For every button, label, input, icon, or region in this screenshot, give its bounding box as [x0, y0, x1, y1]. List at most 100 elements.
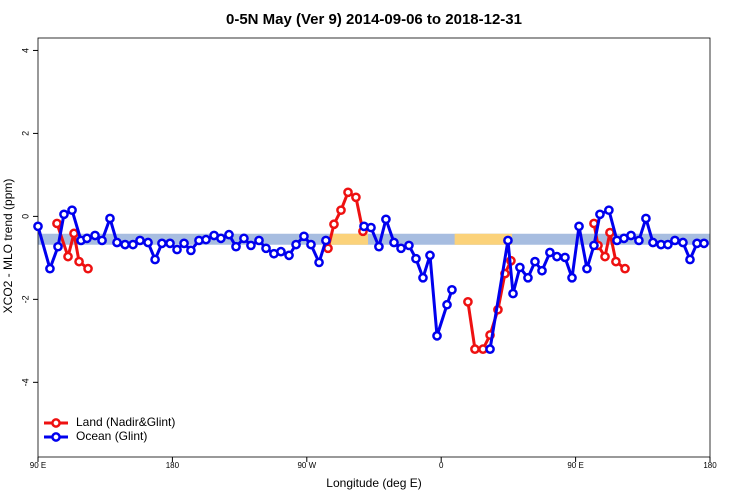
data-point	[552, 251, 562, 262]
data-point	[63, 251, 73, 262]
data-point	[620, 263, 630, 274]
data-point	[299, 231, 309, 242]
legend-marker	[51, 432, 61, 442]
x-axis-title: Longitude (deg E)	[326, 476, 421, 490]
data-point	[485, 344, 495, 354]
data-point	[530, 256, 540, 267]
data-point	[463, 296, 473, 307]
y-tick-label: -4	[20, 378, 30, 386]
data-point	[626, 230, 636, 241]
data-point	[224, 229, 234, 240]
data-point	[670, 235, 680, 246]
data-point	[389, 237, 399, 248]
data-point	[201, 234, 211, 245]
data-point	[442, 299, 452, 310]
data-point	[321, 235, 331, 246]
data-point	[685, 254, 695, 265]
data-point	[291, 239, 301, 250]
data-point	[83, 263, 93, 274]
data-point	[90, 230, 100, 241]
legend-label: Ocean (Glint)	[76, 429, 147, 443]
data-point	[53, 241, 63, 252]
y-tick-label: -2	[20, 295, 30, 303]
data-point	[447, 284, 457, 295]
x-tick-label: 180	[703, 461, 717, 470]
data-point	[135, 235, 145, 246]
data-point	[425, 250, 435, 261]
data-point	[172, 244, 182, 255]
data-point	[261, 243, 271, 254]
data-point	[381, 214, 391, 225]
data-point	[582, 263, 592, 274]
data-point	[336, 205, 346, 216]
data-point	[604, 205, 614, 216]
data-point	[523, 272, 533, 283]
data-point	[231, 241, 241, 252]
data-point	[69, 228, 79, 239]
y-tick-label: 2	[20, 131, 30, 136]
data-point	[329, 219, 339, 230]
x-tick-label: 90 E	[567, 461, 583, 470]
data-point	[157, 238, 167, 249]
data-point	[128, 239, 138, 250]
data-point	[470, 344, 480, 354]
data-point	[276, 246, 286, 257]
data-point	[179, 238, 189, 249]
data-point	[411, 253, 421, 264]
data-point	[254, 235, 264, 246]
data-point	[239, 233, 249, 244]
data-point	[560, 252, 570, 263]
data-point	[314, 257, 324, 268]
x-tick-label: 90 E	[30, 461, 46, 470]
data-point	[404, 240, 414, 251]
x-tick-label: 180	[166, 461, 180, 470]
data-point	[699, 238, 709, 249]
data-point	[351, 192, 361, 203]
data-point	[45, 263, 55, 274]
data-point	[537, 265, 547, 276]
data-point	[165, 238, 175, 249]
legend-label: Land (Nadir&Glint)	[76, 415, 175, 429]
data-point	[600, 251, 610, 262]
data-point	[112, 237, 122, 248]
y-tick-label: 0	[20, 214, 30, 219]
data-point	[508, 288, 518, 299]
data-point	[74, 256, 84, 267]
data-point	[97, 235, 107, 246]
data-point	[59, 209, 69, 220]
data-point	[545, 247, 555, 258]
data-point	[343, 187, 353, 198]
data-point	[595, 209, 605, 220]
chart-title: 0-5N May (Ver 9) 2014-09-06 to 2018-12-3…	[226, 11, 522, 28]
data-point	[611, 256, 621, 267]
data-point	[105, 213, 115, 224]
data-point	[515, 262, 525, 273]
data-point	[143, 237, 153, 248]
data-point	[306, 239, 316, 250]
data-point	[663, 239, 673, 250]
data-point	[503, 235, 513, 246]
x-tick-label: 90 W	[297, 461, 316, 470]
data-point	[605, 227, 615, 238]
y-tick-label: 4	[20, 48, 30, 53]
data-point	[52, 218, 62, 229]
data-point	[82, 233, 92, 244]
data-point	[567, 272, 577, 283]
plot-frame	[37, 37, 711, 458]
data-point	[33, 221, 43, 232]
data-point	[246, 240, 256, 251]
data-point	[396, 243, 406, 254]
data-point	[634, 235, 644, 246]
data-point	[641, 213, 651, 224]
data-point	[120, 239, 130, 250]
x-tick-label: 0	[439, 461, 444, 470]
data-point	[418, 272, 428, 283]
data-point	[67, 205, 77, 216]
y-axis-title: XCO2 - MLO trend (ppm)	[1, 179, 15, 314]
data-point	[374, 241, 384, 252]
legend-marker	[51, 418, 61, 428]
data-point	[648, 237, 658, 248]
data-point	[284, 250, 294, 261]
data-point	[678, 237, 688, 248]
